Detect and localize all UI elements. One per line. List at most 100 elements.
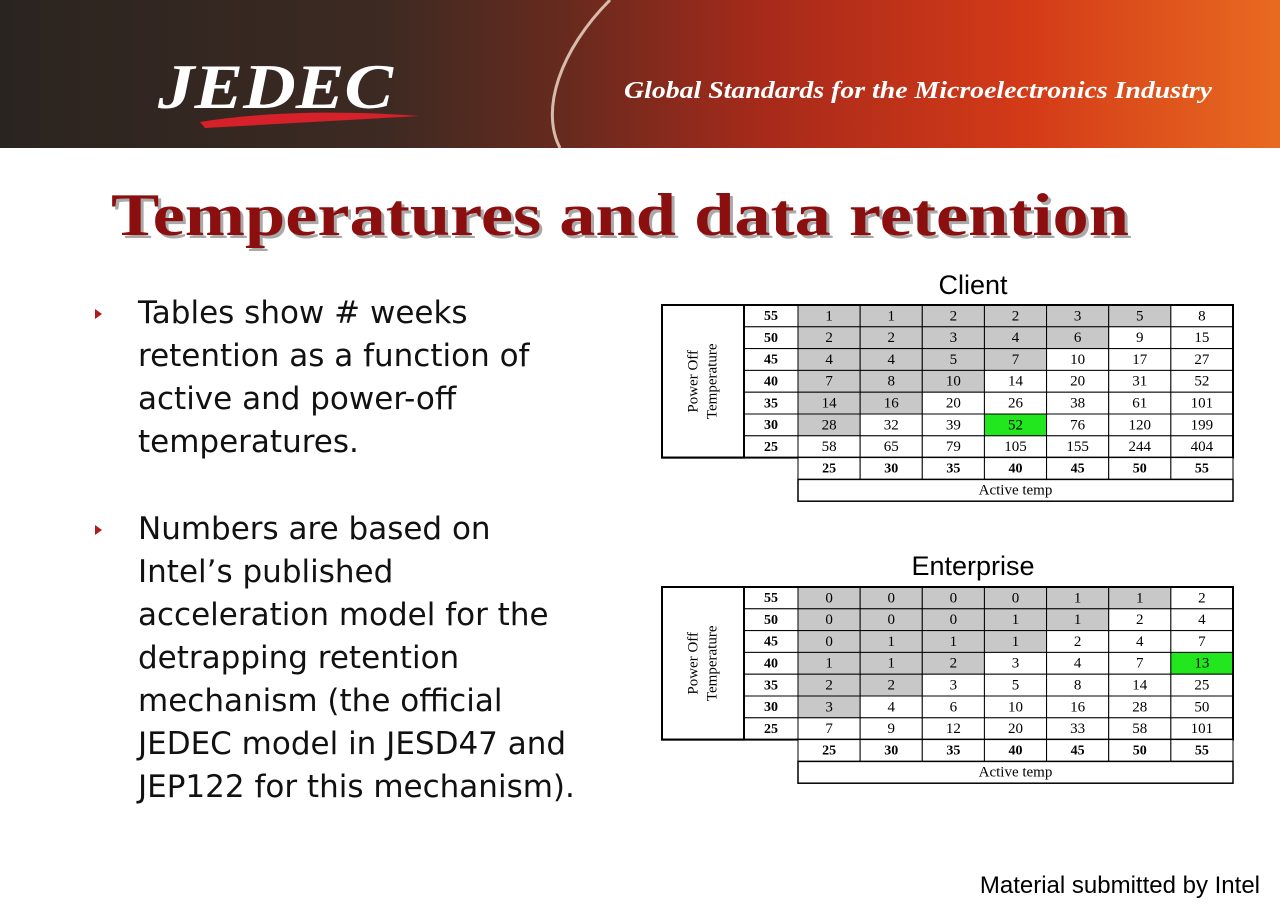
cell-value: 3: [825, 699, 833, 715]
col-label: 30: [884, 462, 898, 477]
row-header-cell: [661, 304, 745, 459]
cell-value: 20: [1070, 374, 1085, 390]
cell-value: 33: [1070, 721, 1085, 737]
row-header: Temperature: [704, 625, 720, 701]
header-band: JEDEC Global Standards for the Microelec…: [0, 0, 1280, 148]
cell-value: 20: [1008, 721, 1023, 737]
col-label: 55: [1195, 744, 1209, 759]
cell-value: 1: [887, 656, 895, 672]
logo: JEDEC: [157, 51, 395, 122]
cell-value: 16: [884, 396, 900, 412]
footer: Material submitted by Intel: [979, 872, 1260, 899]
cell-value: 1: [825, 656, 833, 672]
cell-value: 2: [1198, 590, 1206, 606]
cell-value: 8: [887, 374, 895, 390]
cell-value: 26: [1008, 396, 1024, 412]
col-label: 55: [1195, 462, 1209, 477]
table-title: Enterprise: [911, 551, 1034, 581]
cell-value: 1: [887, 308, 895, 324]
row-label: 30: [764, 418, 778, 433]
cell-value: 2: [1012, 308, 1020, 324]
cell-value: 13: [1194, 656, 1209, 672]
cell-value: 7: [1198, 634, 1206, 650]
row-label: 30: [764, 700, 778, 715]
cell-value: 4: [887, 352, 895, 368]
header-curve: [550, 0, 612, 148]
cell-value: 14: [822, 396, 838, 412]
row-label: 55: [764, 591, 778, 606]
cell-value: 2: [950, 656, 958, 672]
cell-value: 12: [946, 721, 961, 737]
cell-value: 10: [1070, 352, 1085, 368]
cell-value: 0: [950, 612, 958, 628]
cell-value: 4: [825, 352, 833, 368]
cell-value: 0: [887, 612, 895, 628]
cell-value: 101: [1191, 396, 1214, 412]
slide-title: Temperatures and data retention: [111, 182, 1129, 248]
cell-value: 2: [1136, 612, 1144, 628]
cell-value: 0: [825, 612, 833, 628]
cell-value: 3: [950, 330, 958, 346]
cell-value: 9: [887, 721, 895, 737]
cell-value: 32: [884, 417, 899, 433]
cell-value: 38: [1070, 396, 1085, 412]
cell-value: 61: [1132, 396, 1147, 412]
cell-value: 20: [946, 396, 961, 412]
row-label: 55: [764, 309, 778, 324]
col-header-cell: [797, 478, 1234, 502]
cell-value: 1: [1012, 612, 1020, 628]
col-label: 45: [1071, 744, 1085, 759]
cell-value: 16: [1070, 699, 1086, 715]
cell-value: 0: [1012, 590, 1020, 606]
col-label: 50: [1133, 744, 1147, 759]
col-label: 35: [946, 744, 960, 759]
cell-value: 7: [1012, 352, 1020, 368]
row-label: 35: [764, 678, 778, 693]
cell-value: 7: [825, 721, 833, 737]
cell-value: 0: [887, 590, 895, 606]
cell-value: 52: [1008, 417, 1023, 433]
row-label: 25: [764, 440, 778, 455]
cell-value: 4: [1198, 612, 1206, 628]
cell-value: 14: [1132, 678, 1148, 694]
cell-value: 8: [1198, 308, 1206, 324]
cell-value: 2: [825, 678, 833, 694]
cell-value: 1: [825, 308, 833, 324]
cell-value: 39: [946, 417, 961, 433]
cell-value: 0: [825, 634, 833, 650]
cell-value: 14: [1008, 374, 1024, 390]
cell-value: 120: [1129, 417, 1152, 433]
col-label: 45: [1071, 462, 1085, 477]
cell-value: 2: [887, 678, 895, 694]
col-header: Active temp: [979, 765, 1053, 781]
row-label: 25: [764, 722, 778, 737]
cell-value: 6: [1074, 330, 1082, 346]
cell-value: 17: [1132, 352, 1148, 368]
table-title: Client: [938, 270, 1008, 300]
col-label: 30: [884, 744, 898, 759]
logo-swoosh: [200, 112, 420, 128]
cell-value: 65: [884, 439, 899, 455]
cell-value: 4: [1136, 634, 1144, 650]
cell-value: 0: [950, 590, 958, 606]
row-label: 45: [764, 353, 778, 368]
cell-value: 2: [887, 330, 895, 346]
row-label: 35: [764, 396, 778, 411]
cell-value: 404: [1191, 439, 1214, 455]
row-header: Power Off: [685, 350, 701, 413]
header-art: JEDEC Global Standards for the Microelec…: [157, 0, 1212, 148]
cell-value: 50: [1194, 699, 1209, 715]
row-header: Temperature: [704, 343, 720, 419]
cell-value: 5: [1136, 308, 1144, 324]
cell-value: 155: [1066, 439, 1089, 455]
cell-value: 58: [822, 439, 837, 455]
cell-value: 25: [1194, 678, 1209, 694]
cell-value: 1: [1012, 634, 1020, 650]
cell-value: 5: [950, 352, 958, 368]
row-label: 40: [764, 375, 778, 390]
cell-value: 27: [1194, 352, 1210, 368]
col-header-cell: [797, 760, 1234, 784]
cell-value: 4: [1012, 330, 1020, 346]
